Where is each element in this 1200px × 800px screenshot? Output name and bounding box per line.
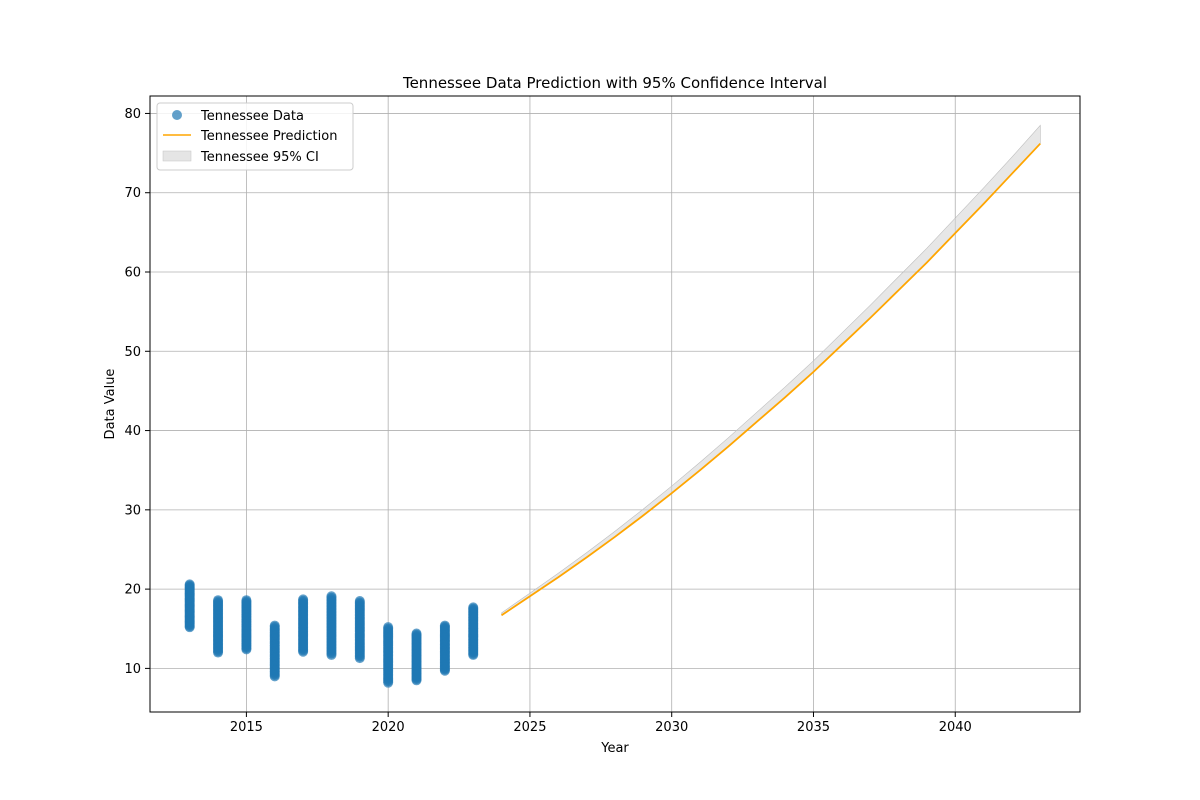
x-tick-label: 2020 bbox=[372, 720, 405, 735]
prediction-line-layer bbox=[501, 142, 1041, 617]
data-point bbox=[241, 595, 252, 606]
legend-label-prediction: Tennessee Prediction bbox=[200, 129, 337, 144]
legend-label-data: Tennessee Data bbox=[200, 109, 304, 124]
y-tick-label: 10 bbox=[124, 662, 141, 677]
legend-label-ci: Tennessee 95% CI bbox=[200, 150, 319, 165]
x-axis-label: Year bbox=[600, 741, 629, 756]
x-tick-label: 2040 bbox=[939, 720, 972, 735]
y-axis-label: Data Value bbox=[103, 369, 118, 440]
y-tick-label: 60 bbox=[124, 266, 141, 281]
x-tick-label: 2030 bbox=[655, 720, 688, 735]
data-point bbox=[354, 596, 365, 607]
data-point bbox=[411, 628, 422, 639]
y-tick-label: 30 bbox=[124, 503, 141, 518]
data-point bbox=[213, 595, 224, 606]
y-tick-label: 40 bbox=[124, 424, 141, 439]
scatter-layer bbox=[184, 579, 479, 688]
plot-area-frame bbox=[149, 95, 1081, 713]
prediction-line bbox=[501, 142, 1041, 617]
data-point bbox=[383, 622, 394, 633]
legend-marker-ci bbox=[162, 150, 192, 162]
data-point bbox=[269, 620, 280, 631]
legend-marker-data bbox=[172, 110, 182, 120]
legend-box bbox=[156, 102, 354, 171]
y-tick-label: 80 bbox=[124, 107, 141, 122]
grid bbox=[150, 96, 1080, 712]
x-tick-label: 2035 bbox=[797, 720, 830, 735]
chart-title: Tennessee Data Prediction with 95% Confi… bbox=[402, 74, 827, 92]
data-point bbox=[184, 579, 195, 590]
y-tick-label: 50 bbox=[124, 345, 141, 360]
data-point bbox=[468, 602, 479, 613]
y-tick-label: 20 bbox=[124, 583, 141, 598]
x-tick-label: 2015 bbox=[230, 720, 263, 735]
y-tick-label: 70 bbox=[124, 186, 141, 201]
data-point bbox=[298, 594, 309, 605]
data-point bbox=[326, 591, 337, 602]
data-point bbox=[439, 620, 450, 631]
x-tick-label: 2025 bbox=[513, 720, 546, 735]
legend: Tennessee Data Tennessee Prediction Tenn… bbox=[156, 102, 354, 171]
